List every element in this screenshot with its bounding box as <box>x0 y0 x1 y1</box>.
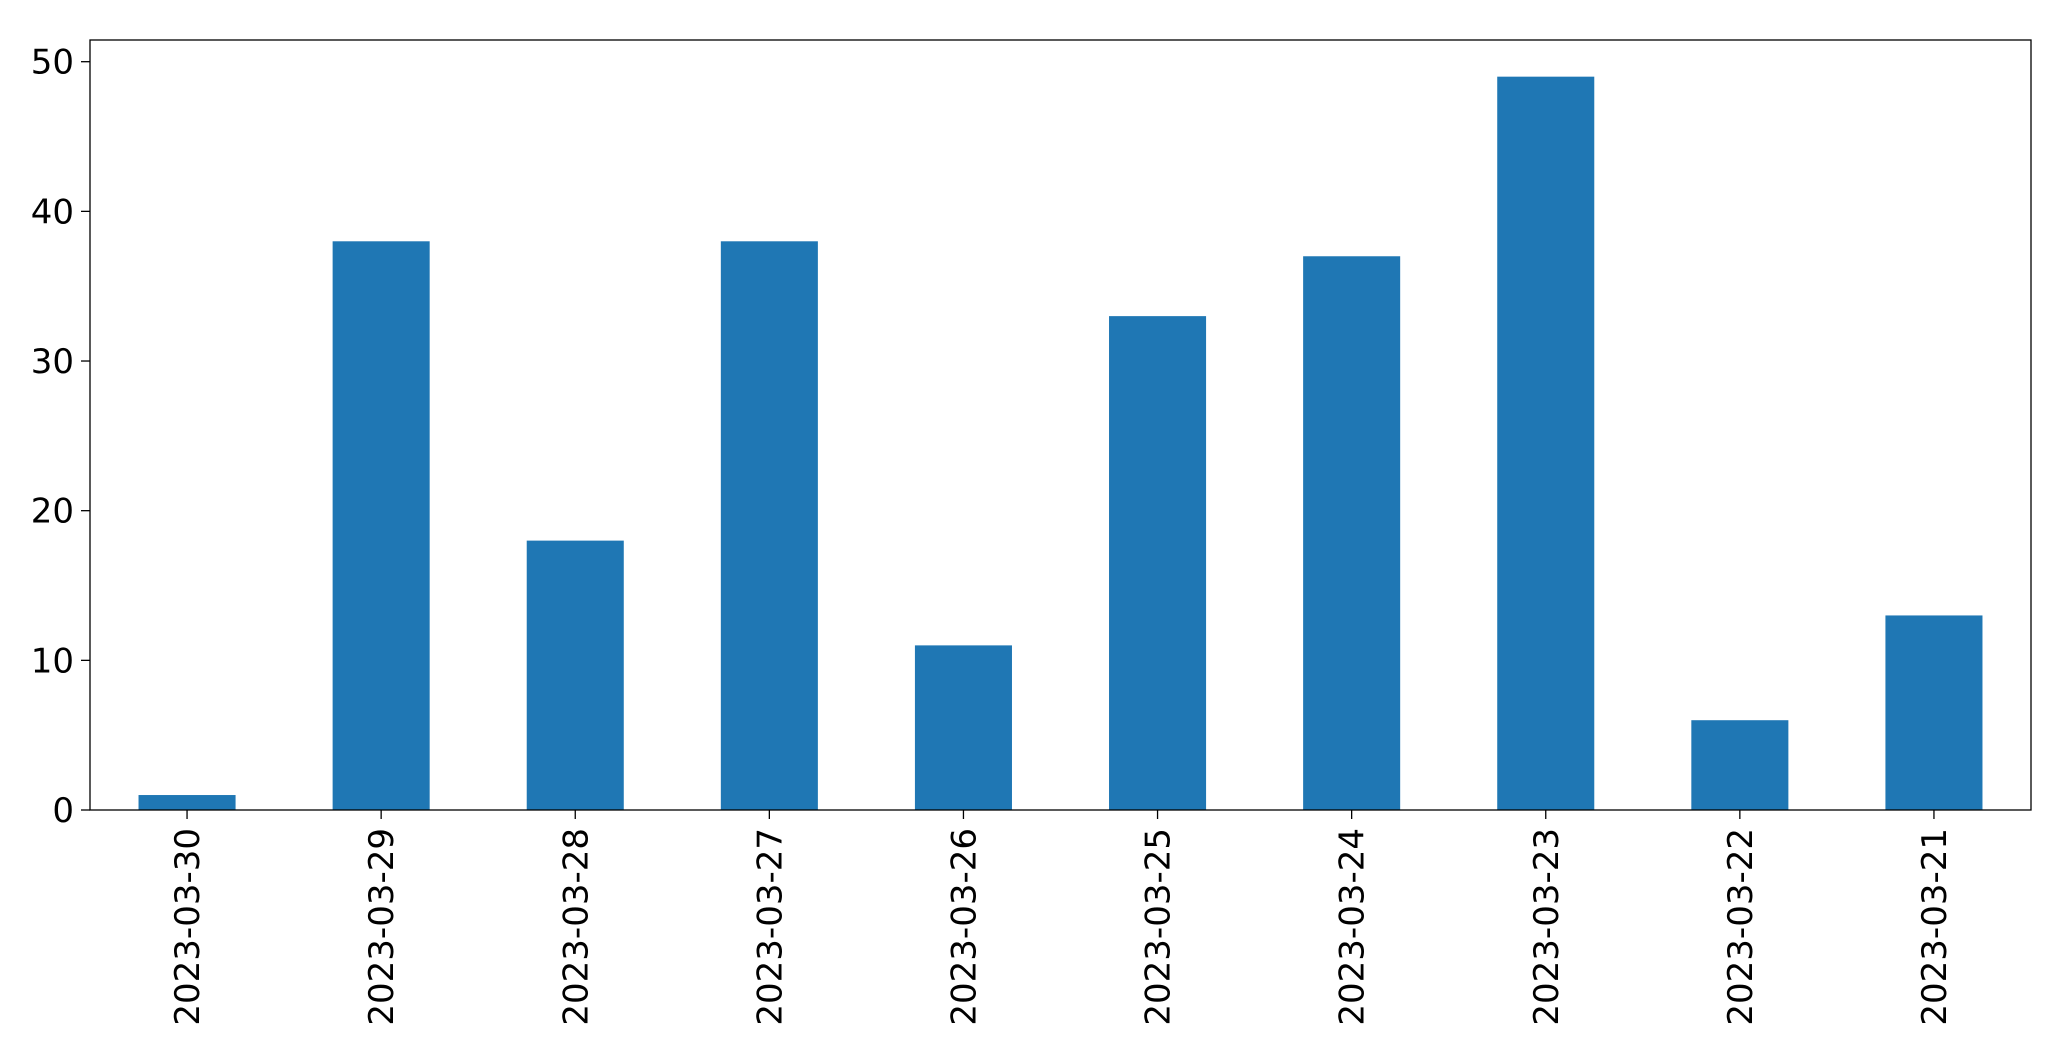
x-tick-label: 2023-03-21 <box>1915 828 1955 1026</box>
bar <box>138 795 236 810</box>
x-tick-label: 2023-03-24 <box>1333 828 1373 1026</box>
axes-frame <box>89 39 2032 811</box>
y-tick-label: 0 <box>52 791 74 831</box>
y-tick-label: 20 <box>31 492 74 532</box>
x-tick-label: 2023-03-28 <box>556 828 596 1026</box>
bar <box>332 241 430 811</box>
x-tick-label: 2023-03-22 <box>1721 828 1761 1026</box>
bar <box>1885 615 1983 810</box>
bar <box>526 540 624 810</box>
x-tick-label: 2023-03-27 <box>750 828 790 1026</box>
bar <box>1303 256 1401 810</box>
y-tick-label: 10 <box>31 641 74 681</box>
x-tick-label: 2023-03-26 <box>944 828 984 1026</box>
bar <box>914 645 1012 810</box>
x-tick-label: 2023-03-30 <box>168 828 208 1026</box>
x-tick-label: 2023-03-23 <box>1527 828 1567 1026</box>
y-tick-label: 50 <box>31 43 74 83</box>
x-tick-label: 2023-03-29 <box>362 828 402 1026</box>
y-tick-label: 30 <box>31 342 74 382</box>
bar <box>720 241 818 811</box>
bar <box>1691 720 1789 810</box>
x-tick-label: 2023-03-25 <box>1139 828 1179 1026</box>
bar <box>1497 76 1595 810</box>
y-tick-label: 40 <box>31 192 74 232</box>
bar <box>1109 316 1207 810</box>
